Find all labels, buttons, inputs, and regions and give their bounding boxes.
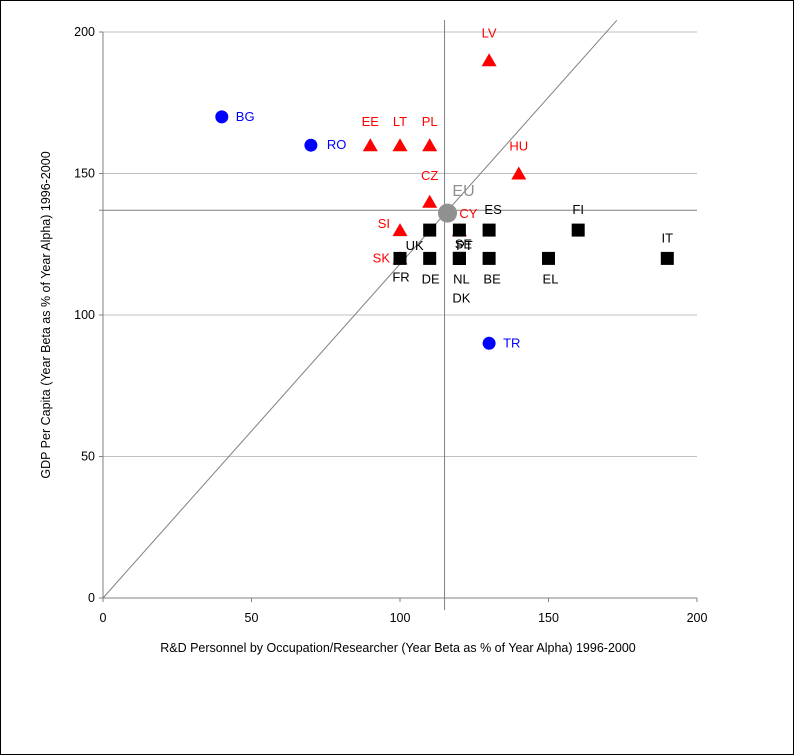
reference-lines <box>99 19 697 610</box>
label-se: SE <box>455 236 473 251</box>
label-el: EL <box>543 271 559 286</box>
point-lv <box>481 53 497 67</box>
point-it <box>660 251 674 265</box>
label-hu: HU <box>509 139 528 154</box>
label-sk: SK <box>373 250 391 265</box>
y-tick-label: 50 <box>81 450 95 464</box>
data-points <box>215 53 674 350</box>
label-be: BE <box>483 271 501 286</box>
point-fi <box>571 223 585 237</box>
label-dk: DK <box>452 290 470 305</box>
label-lt: LT <box>393 114 407 129</box>
point-bg <box>215 110 229 124</box>
label-lv: LV <box>482 25 497 40</box>
label-de: DE <box>422 271 440 286</box>
point-dk <box>452 251 466 265</box>
point-si <box>392 223 408 237</box>
point-cz <box>422 194 438 208</box>
y-tick-label: 100 <box>74 308 95 322</box>
label-ro: RO <box>327 137 347 152</box>
point-lt <box>392 138 408 152</box>
label-nl: NL <box>453 271 470 286</box>
label-pt: PT <box>456 238 473 253</box>
label-si: SI <box>378 216 390 231</box>
point-labels: BG RO TR EE LT PL LV HU CZ SI CY SK UK PT ES FI FR DE SE BE… <box>236 25 673 350</box>
grid-lines <box>103 31 697 457</box>
label-es: ES <box>484 202 502 217</box>
label-pl: PL <box>422 114 438 129</box>
point-pt <box>452 223 466 237</box>
point-eu <box>438 203 458 223</box>
y-tick-label: 200 <box>74 25 95 39</box>
label-uk: UK <box>406 238 424 253</box>
point-pl <box>422 138 438 152</box>
point-de <box>423 251 437 265</box>
y-tick-label: 150 <box>74 167 95 181</box>
reference-diagonal-line <box>102 19 618 599</box>
point-es <box>482 223 496 237</box>
label-fi: FI <box>572 202 584 217</box>
label-it: IT <box>662 230 674 245</box>
x-tick-label: 100 <box>390 611 411 625</box>
y-axis-label: GDP Per Capita (Year Beta as % of Year A… <box>39 151 53 478</box>
x-tick-label: 50 <box>245 611 259 625</box>
label-bg: BG <box>236 109 255 124</box>
label-eu: EU <box>452 183 474 200</box>
point-uk <box>423 223 437 237</box>
label-cz: CZ <box>421 168 438 183</box>
point-ro <box>304 138 318 152</box>
point-be <box>482 251 496 265</box>
point-tr <box>482 336 496 350</box>
point-el <box>542 251 555 265</box>
point-fr <box>393 251 407 265</box>
x-axis-label: R&D Personnel by Occupation/Researcher (… <box>160 641 636 655</box>
x-tick-label: 150 <box>538 611 559 625</box>
point-ee <box>362 138 378 152</box>
label-ee: EE <box>362 114 380 129</box>
axes: 0 50 100 150 200 0 50 100 150 200 <box>74 25 707 625</box>
x-tick-label: 0 <box>100 611 107 625</box>
point-hu <box>511 166 527 180</box>
y-tick-label: 0 <box>88 591 95 605</box>
label-cy: CY <box>459 206 477 221</box>
x-tick-label: 200 <box>687 611 708 625</box>
label-tr: TR <box>503 335 520 350</box>
label-fr: FR <box>392 269 409 284</box>
